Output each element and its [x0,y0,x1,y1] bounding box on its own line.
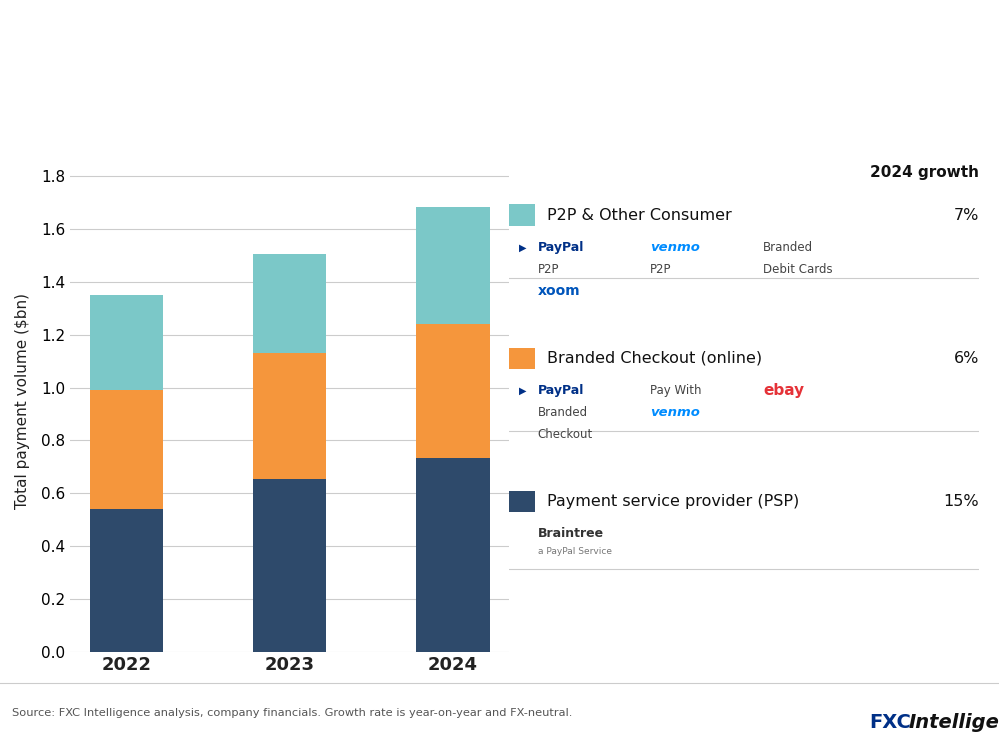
Bar [253,479,327,652]
Text: Payment service provider (PSP): Payment service provider (PSP) [547,494,799,509]
Text: venmo: venmo [650,406,700,419]
Text: PayPal: PayPal [537,384,584,397]
Bar [509,491,535,512]
Text: ebay: ebay [763,383,804,398]
Text: a PayPal Service: a PayPal Service [537,547,611,556]
Text: Branded: Branded [537,406,587,419]
Text: Checkout: Checkout [537,428,593,441]
Text: P2P: P2P [537,263,559,276]
Bar [509,204,535,225]
Text: P2P & Other Consumer: P2P & Other Consumer [547,207,732,222]
Bar [253,354,327,479]
Text: P2P: P2P [650,263,672,276]
Text: Source: FXC Intelligence analysis, company financials. Growth rate is year-on-ye: Source: FXC Intelligence analysis, compa… [12,708,572,718]
Text: Yearly share of total payment volume by business segment, 2022-2024: Yearly share of total payment volume by … [15,91,638,109]
Bar [509,348,535,369]
Text: FXC: FXC [869,713,911,733]
Text: PayPal: PayPal [537,241,584,254]
Text: Intelligence: Intelligence [909,713,999,733]
Bar [253,254,327,354]
Text: Braintree: Braintree [537,527,603,540]
Bar [90,295,163,390]
Text: PayPal centres core brand in plans for P2P payments: PayPal centres core brand in plans for P… [15,22,845,49]
Text: 2024 growth: 2024 growth [870,165,979,180]
Text: 6%: 6% [954,351,979,366]
Bar [90,509,163,652]
Text: Branded: Branded [763,241,813,254]
Bar [417,458,490,652]
Text: 7%: 7% [954,207,979,222]
Text: Debit Cards: Debit Cards [763,263,832,276]
Bar [417,324,490,458]
Text: Branded Checkout (online): Branded Checkout (online) [547,351,762,366]
Y-axis label: Total payment volume ($bn): Total payment volume ($bn) [15,293,30,509]
Text: Pay With: Pay With [650,384,702,397]
Bar [90,390,163,509]
Text: 15%: 15% [943,494,979,509]
Text: ▶: ▶ [518,243,526,252]
Text: venmo: venmo [650,241,700,254]
Bar [417,207,490,324]
Text: xoom: xoom [537,285,580,298]
Text: ▶: ▶ [518,386,526,395]
